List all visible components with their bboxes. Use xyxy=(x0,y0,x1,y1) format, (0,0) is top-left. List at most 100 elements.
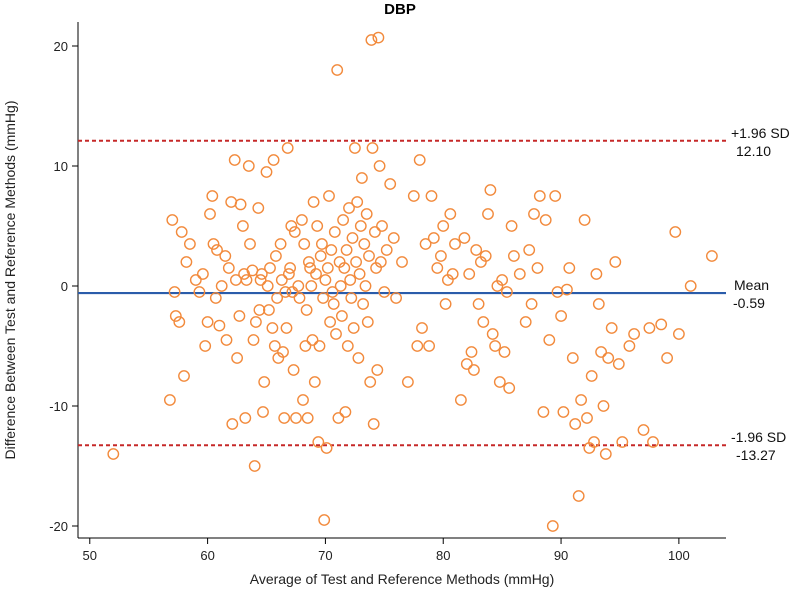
data-point xyxy=(449,238,461,250)
lower-loa-value: -13.27 xyxy=(736,447,776,463)
data-point xyxy=(327,298,340,310)
data-point xyxy=(300,304,313,316)
data-point xyxy=(220,334,233,346)
data-point xyxy=(458,232,471,244)
data-point xyxy=(279,286,292,298)
data-point xyxy=(496,274,508,286)
data-point xyxy=(298,238,311,250)
data-point xyxy=(332,412,345,424)
mean-value: -0.59 xyxy=(733,295,765,311)
data-point xyxy=(206,190,219,202)
data-point xyxy=(351,196,364,208)
data-point xyxy=(612,358,625,370)
data-point xyxy=(669,226,682,238)
data-point xyxy=(345,292,358,304)
data-point xyxy=(346,232,359,244)
data-point xyxy=(305,280,318,292)
data-point xyxy=(239,412,252,424)
data-point xyxy=(348,142,361,154)
data-point xyxy=(549,190,562,202)
data-point xyxy=(199,340,212,352)
x-tick-label: 60 xyxy=(200,548,214,563)
x-axis-label: Average of Test and Reference Methods (m… xyxy=(250,571,555,587)
data-point xyxy=(330,328,342,340)
data-point xyxy=(479,250,492,262)
data-point xyxy=(334,280,347,292)
data-point xyxy=(321,262,334,274)
data-point xyxy=(357,298,369,310)
data-point xyxy=(173,316,186,328)
data-point xyxy=(578,214,591,226)
data-point xyxy=(572,490,585,502)
x-tick-label: 70 xyxy=(318,548,332,563)
data-point xyxy=(561,283,573,296)
data-point xyxy=(271,292,283,304)
data-point xyxy=(419,238,432,250)
data-point xyxy=(257,406,269,418)
data-point xyxy=(363,250,375,262)
data-point xyxy=(204,208,216,220)
data-point xyxy=(543,334,556,346)
data-point xyxy=(242,160,255,172)
data-point xyxy=(477,316,490,328)
data-point xyxy=(592,298,605,310)
data-point xyxy=(347,322,360,334)
data-point xyxy=(366,142,379,154)
y-tick-label: -20 xyxy=(49,519,68,534)
data-point xyxy=(163,394,176,406)
lower-loa-label: -1.96 SD xyxy=(731,429,786,445)
scatter-points xyxy=(107,31,718,532)
data-point xyxy=(637,424,650,436)
data-point xyxy=(460,358,473,370)
data-point xyxy=(566,352,579,364)
data-point xyxy=(328,226,341,238)
data-point xyxy=(446,268,459,280)
data-point xyxy=(288,226,301,238)
data-point xyxy=(201,316,214,328)
data-point xyxy=(247,334,260,346)
data-point xyxy=(647,436,659,448)
data-point xyxy=(290,412,302,424)
data-point xyxy=(286,286,299,298)
data-point xyxy=(219,250,232,262)
data-point xyxy=(236,220,249,232)
data-point xyxy=(508,250,520,262)
x-tick-label: 80 xyxy=(436,548,450,563)
data-point xyxy=(326,286,339,298)
data-point xyxy=(297,394,309,406)
data-point xyxy=(268,340,281,352)
data-point xyxy=(467,364,480,376)
data-point xyxy=(396,256,408,268)
data-point xyxy=(228,154,241,166)
data-point xyxy=(258,376,271,388)
data-point xyxy=(180,256,193,268)
y-axis-label: Difference Between Test and Reference Me… xyxy=(2,101,18,460)
data-point xyxy=(416,322,428,334)
data-point xyxy=(581,412,593,424)
data-point xyxy=(341,340,354,352)
data-point xyxy=(308,376,321,388)
data-point xyxy=(470,244,483,256)
data-point xyxy=(376,220,388,232)
data-point xyxy=(343,202,355,214)
data-point xyxy=(226,418,239,430)
data-point xyxy=(213,319,226,332)
data-point xyxy=(537,406,550,418)
data-point xyxy=(231,352,244,364)
data-point xyxy=(292,280,305,292)
data-point xyxy=(465,346,478,358)
data-point xyxy=(546,520,559,532)
data-point xyxy=(311,220,324,232)
data-point xyxy=(684,280,697,292)
x-tick-label: 90 xyxy=(554,548,568,563)
y-axis-ticks: -20 -10 0 10 20 xyxy=(49,39,78,534)
data-point xyxy=(314,250,327,262)
data-point xyxy=(274,238,287,250)
data-point xyxy=(482,208,494,220)
data-point xyxy=(557,406,570,418)
data-point xyxy=(437,220,450,232)
data-point xyxy=(215,280,228,292)
data-point xyxy=(605,322,618,334)
data-point xyxy=(267,154,280,166)
data-point xyxy=(425,190,438,202)
